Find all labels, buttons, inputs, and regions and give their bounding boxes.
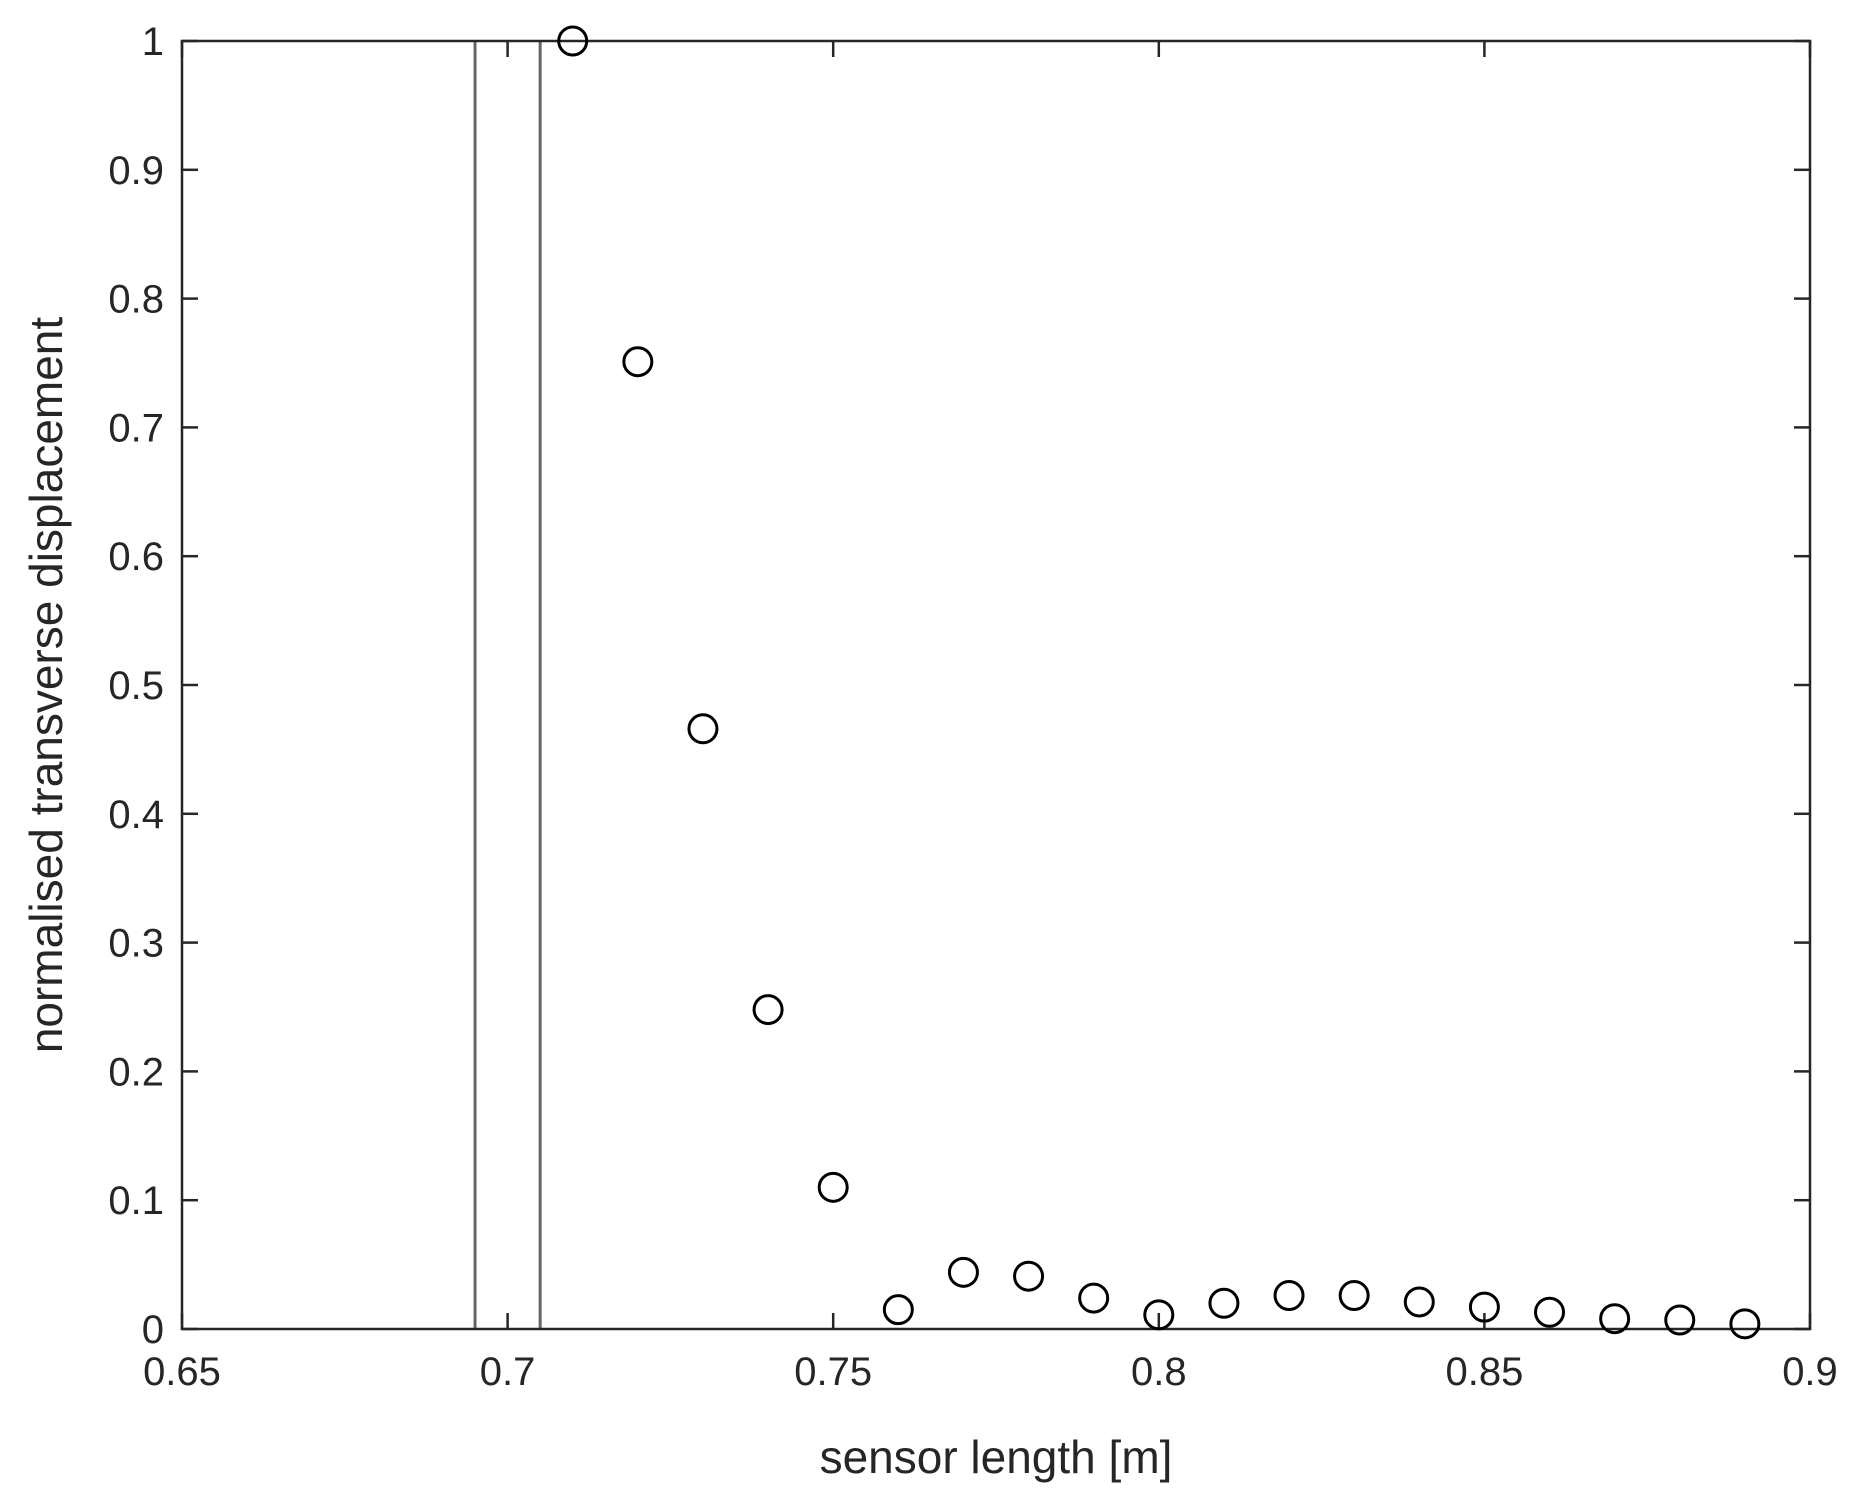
y-tick-label: 0.9 xyxy=(108,149,164,193)
x-tick-label: 0.75 xyxy=(794,1350,872,1394)
y-tick-label: 0.1 xyxy=(108,1179,164,1223)
data-markers xyxy=(557,25,1761,1340)
data-point xyxy=(1338,1280,1370,1312)
x-tick-label: 0.7 xyxy=(480,1350,536,1394)
data-point xyxy=(817,1171,849,1203)
reference-lines xyxy=(473,41,542,1329)
data-point xyxy=(1468,1291,1500,1323)
data-point xyxy=(1534,1296,1566,1328)
x-tick-label: 0.85 xyxy=(1445,1350,1523,1394)
y-tick-label: 0.3 xyxy=(108,922,164,966)
y-tick-label: 0.6 xyxy=(108,535,164,579)
x-tick-label: 0.8 xyxy=(1131,1350,1187,1394)
data-point xyxy=(1729,1308,1761,1340)
data-point xyxy=(752,994,784,1026)
data-point xyxy=(557,25,589,57)
data-point xyxy=(687,713,719,745)
data-point xyxy=(1013,1260,1045,1292)
axis-ticks: 0.65 0.7 0.75 0.8 0.85 0.9 0 0.1 0.2 0.3 0.4 0.5 0.6… xyxy=(108,20,1837,1394)
data-point xyxy=(1599,1303,1631,1335)
y-tick-label: 1 xyxy=(142,20,164,64)
data-point xyxy=(882,1294,914,1326)
y-tick-label: 0.5 xyxy=(108,664,164,708)
x-axis-label: sensor length [m] xyxy=(820,1431,1173,1483)
y-tick-label: 0.8 xyxy=(108,278,164,322)
data-point xyxy=(1143,1299,1175,1331)
x-tick-label: 0.65 xyxy=(143,1350,221,1394)
data-point xyxy=(1078,1282,1110,1314)
y-tick-label: 0.2 xyxy=(108,1050,164,1094)
data-point xyxy=(1208,1287,1240,1319)
y-axis-label: normalised transverse displacement xyxy=(20,317,72,1054)
y-tick-label: 0.4 xyxy=(108,793,164,837)
data-point xyxy=(622,346,654,378)
x-tick-label: 0.9 xyxy=(1782,1350,1838,1394)
data-point xyxy=(1664,1304,1696,1336)
y-tick-label: 0 xyxy=(142,1308,164,1352)
data-point xyxy=(1403,1286,1435,1318)
data-point xyxy=(947,1256,979,1288)
data-point xyxy=(1273,1280,1305,1312)
y-tick-label: 0.7 xyxy=(108,406,164,450)
